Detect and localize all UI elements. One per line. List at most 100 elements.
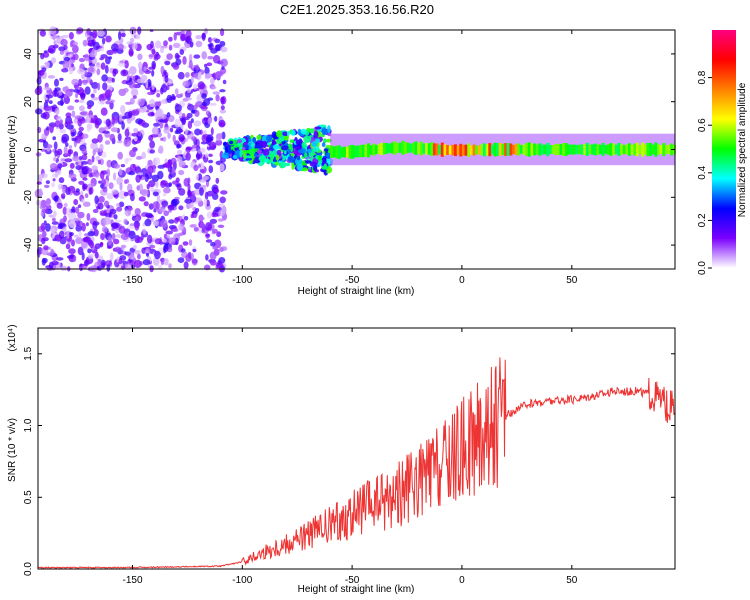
spectrogram-cell xyxy=(88,187,92,195)
spectrogram-cell xyxy=(81,148,87,155)
spectrogram-cell xyxy=(106,264,111,272)
spectrogram-cell xyxy=(57,223,66,228)
spectrogram-cell xyxy=(58,90,63,96)
spectrogram-cell xyxy=(188,53,193,63)
spectrogram-cell xyxy=(135,118,144,125)
spectrogram-cell xyxy=(417,142,421,154)
spectrogram-cell xyxy=(107,236,113,246)
spectrogram-cell xyxy=(152,201,160,210)
spectrogram-cell xyxy=(551,144,555,155)
spectrogram-cell xyxy=(48,214,55,218)
spectrogram-cell xyxy=(55,236,62,242)
spectrogram-cell xyxy=(59,77,64,81)
spectrogram-cell xyxy=(65,88,73,97)
spectrogram-cell xyxy=(141,151,146,159)
spectrogram-cell xyxy=(49,124,54,133)
spectrogram-cell xyxy=(99,143,104,152)
spectrogram-cell xyxy=(104,260,112,267)
spectrogram-cell xyxy=(72,155,80,162)
spectrogram-cell xyxy=(75,165,82,170)
spectrogram-cell xyxy=(174,88,179,95)
spectrogram-cell xyxy=(199,216,205,221)
spectrogram-cell xyxy=(46,144,53,149)
spectrogram-cell xyxy=(165,230,173,235)
spectrogram-cell xyxy=(35,152,42,157)
spectrogram-cell xyxy=(332,146,336,158)
spectrogram-cell xyxy=(221,155,230,159)
spectrogram-cell xyxy=(198,163,202,168)
spectrogram-cell xyxy=(92,171,100,178)
spectrogram-cell xyxy=(68,32,74,40)
spectrogram-cell xyxy=(117,133,122,142)
spectrogram-cell xyxy=(163,258,169,266)
spectrogram-cell xyxy=(61,34,69,39)
spectrogram-cell xyxy=(42,111,50,120)
spectrogram-cell xyxy=(580,144,584,155)
spectrogram-cell xyxy=(100,107,108,116)
spectrogram-cell xyxy=(187,88,191,94)
spectrogram-cell xyxy=(41,208,49,214)
spectrogram-cell xyxy=(190,118,194,124)
spectrogram-cell xyxy=(137,53,143,61)
spectrogram-cell xyxy=(128,230,136,239)
spectrogram-cell xyxy=(146,241,154,246)
spectrogram-cell xyxy=(183,216,189,221)
spectrogram-cell xyxy=(67,51,75,55)
spectrogram-cell xyxy=(40,222,46,232)
spectrogram-cell xyxy=(68,149,73,155)
spectrogram-cell xyxy=(152,191,159,197)
spectrogram-cell xyxy=(68,145,73,149)
spectrogram-cell xyxy=(151,69,155,77)
spectrogram-cell xyxy=(651,144,655,155)
spectrogram-cell xyxy=(348,145,352,159)
spectrogram-cell xyxy=(207,118,212,125)
spectrogram-cell xyxy=(185,254,192,262)
spectrogram-cell xyxy=(564,143,568,156)
spectrogram-cell xyxy=(97,159,101,165)
spectrogram-cell xyxy=(464,144,468,156)
spectrogram-cell xyxy=(171,93,175,100)
spectrogram-cell xyxy=(59,50,64,55)
spectrogram-cell xyxy=(42,230,47,238)
spectrogram-cell xyxy=(42,257,48,264)
spectrogram-cell xyxy=(146,234,153,244)
spectrogram-cell xyxy=(207,190,214,197)
spectrogram-cell xyxy=(467,143,471,157)
spectrogram-cell xyxy=(50,248,55,256)
spectrogram-cell xyxy=(154,157,161,166)
spectrogram-cell xyxy=(160,180,168,186)
spectrogram-cell xyxy=(87,231,96,237)
snr-y-tick-label: 1.0 xyxy=(23,418,34,432)
spectrogram-cell xyxy=(156,108,164,117)
spectrogram-cell xyxy=(189,41,194,48)
spectrogram-cell xyxy=(330,145,334,158)
spectrogram-cell xyxy=(75,92,79,99)
spectrogram-cell xyxy=(218,209,226,217)
spectrogram-cell xyxy=(188,60,193,69)
spectrogram-cell xyxy=(65,142,69,148)
spectrogram-cell xyxy=(111,116,115,125)
spectrogram-cell xyxy=(129,223,135,227)
spectrogram-cell xyxy=(66,230,70,239)
spectrogram-cell xyxy=(388,143,392,153)
spectrogram-cell xyxy=(596,144,600,155)
spectrogram-cell xyxy=(124,128,130,138)
spectrogram-cell xyxy=(153,257,160,266)
spectrogram-cell xyxy=(296,155,301,161)
spectrogram-cell xyxy=(142,228,147,235)
spectrogram-cell xyxy=(131,109,140,116)
spectrogram-cell xyxy=(87,123,93,130)
spectrogram-cell xyxy=(232,154,237,159)
spectrogram-cell xyxy=(149,244,156,249)
spectrogram-cell xyxy=(94,195,99,204)
spectrogram-cell xyxy=(72,53,79,61)
spectrogram-cell xyxy=(168,173,173,180)
spectrogram-cell xyxy=(272,144,280,151)
spectrogram-cell xyxy=(313,146,320,153)
spectrogram-cell xyxy=(178,223,185,231)
spectrogram-cell xyxy=(210,241,216,247)
spectrogram-cell xyxy=(201,32,206,40)
spectrogram-cell xyxy=(635,142,639,157)
spectrogram-cell xyxy=(88,160,93,165)
spectrogram-cell xyxy=(54,120,61,128)
